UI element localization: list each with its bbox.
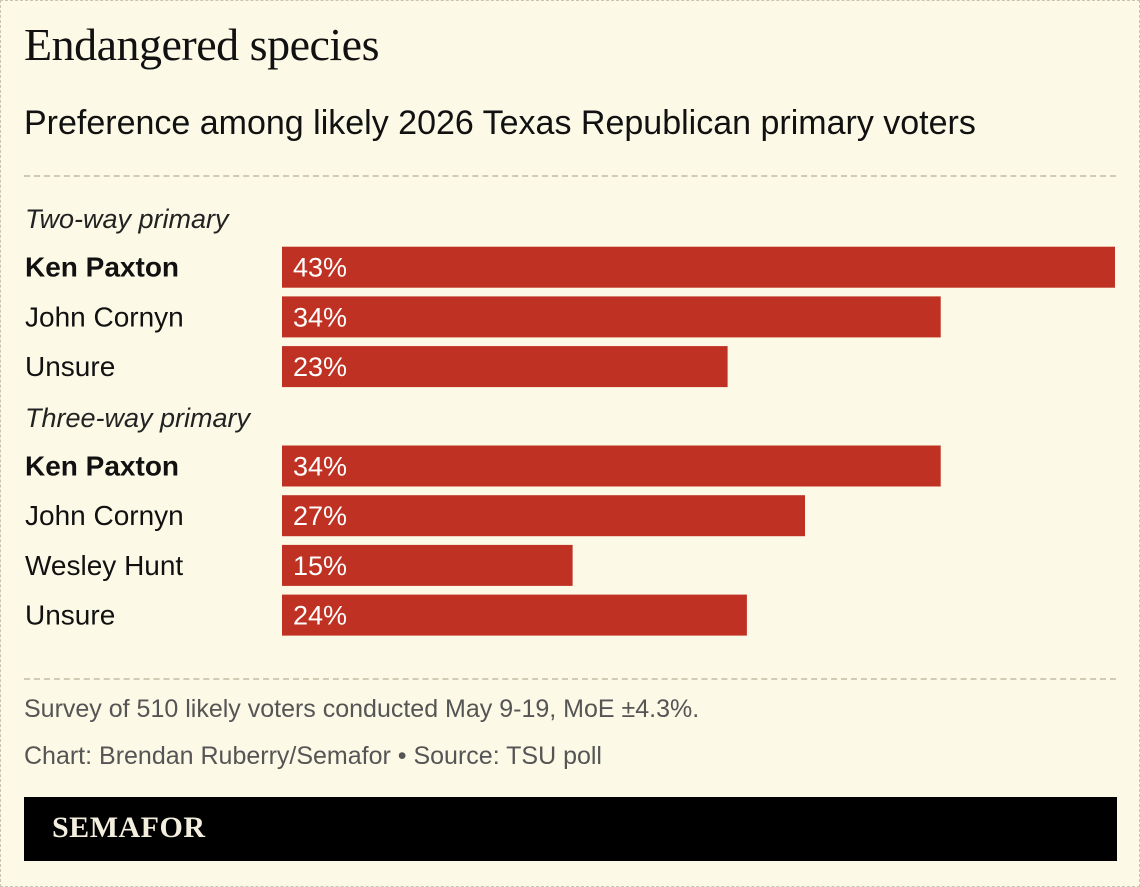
bottom-divider bbox=[24, 678, 1116, 680]
bar bbox=[282, 296, 941, 338]
group-label: Three-way primary bbox=[25, 403, 252, 433]
bar bbox=[282, 594, 747, 636]
top-divider bbox=[24, 175, 1116, 177]
data-label: 27% bbox=[293, 501, 347, 531]
bar bbox=[282, 246, 1115, 288]
category-label: Ken Paxton bbox=[25, 451, 179, 482]
data-label: 23% bbox=[293, 352, 347, 382]
category-label: Unsure bbox=[25, 600, 115, 631]
data-label: 34% bbox=[293, 452, 347, 482]
category-label: Ken Paxton bbox=[25, 252, 179, 283]
data-label: 43% bbox=[293, 253, 347, 283]
category-label: John Cornyn bbox=[25, 301, 184, 332]
survey-note: Survey of 510 likely voters conducted Ma… bbox=[24, 695, 700, 723]
semafor-logo[interactable]: SEMAFOR bbox=[52, 811, 206, 844]
data-label: 15% bbox=[293, 551, 347, 581]
bar bbox=[282, 445, 941, 487]
brand-bar: SEMAFOR bbox=[24, 797, 1117, 861]
group-label: Two-way primary bbox=[25, 204, 230, 234]
data-label: 34% bbox=[293, 302, 347, 332]
bar-chart: Two-way primary Ken Paxton 43% John Cornyn 3… bbox=[25, 204, 1115, 636]
bar bbox=[282, 495, 805, 537]
credit-note: Chart: Brendan Ruberry/Semafor • Source:… bbox=[24, 742, 602, 770]
bar bbox=[282, 544, 573, 586]
category-label: Unsure bbox=[25, 351, 115, 382]
category-label: Wesley Hunt bbox=[25, 550, 183, 581]
category-label: John Cornyn bbox=[25, 500, 184, 531]
chart-title: Endangered species bbox=[24, 19, 380, 70]
data-label: 24% bbox=[293, 601, 347, 631]
chart-subtitle: Preference among likely 2026 Texas Repub… bbox=[24, 104, 976, 142]
bar bbox=[282, 346, 728, 388]
